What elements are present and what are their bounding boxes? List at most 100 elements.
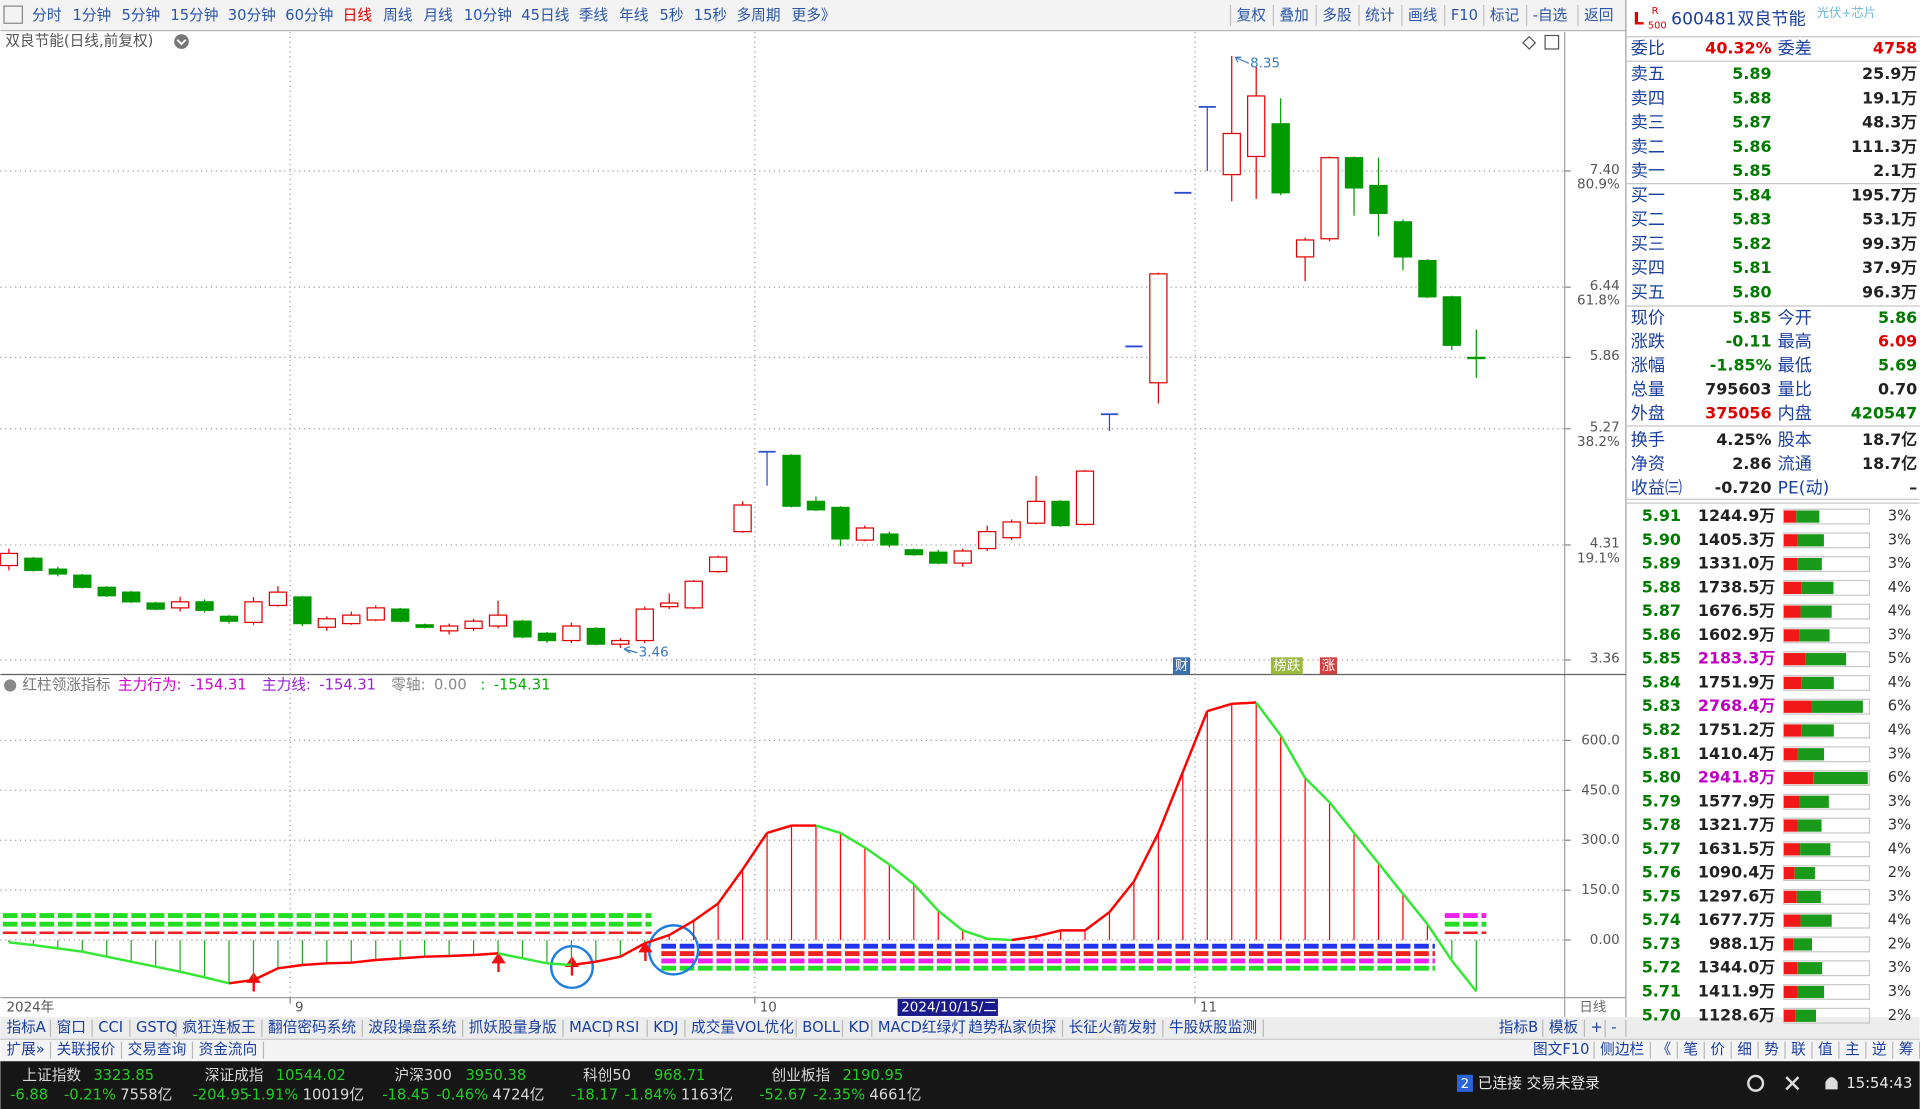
tab[interactable]: CCI: [98, 1019, 123, 1036]
tab[interactable]: 牛股妖股监测: [1169, 1019, 1257, 1036]
line-segment: [497, 952, 523, 960]
event-badge[interactable]: [1270, 657, 1303, 675]
tab[interactable]: +: [1590, 1019, 1602, 1036]
tab[interactable]: 侧边栏: [1600, 1041, 1644, 1058]
tab[interactable]: 扩展»: [6, 1041, 44, 1058]
status-icon[interactable]: [1785, 1076, 1800, 1091]
period-tab[interactable]: 季线: [579, 7, 609, 24]
tab[interactable]: 笔: [1683, 1041, 1698, 1058]
event-badge[interactable]: [1319, 657, 1338, 675]
tab[interactable]: 筹: [1899, 1041, 1914, 1058]
event-label[interactable]: 榜跌: [1273, 657, 1300, 674]
tool-button[interactable]: 复权: [1237, 6, 1267, 24]
pane-icon[interactable]: [1522, 35, 1537, 50]
tab[interactable]: RSI: [615, 1019, 639, 1036]
tab[interactable]: 指标A: [6, 1019, 45, 1036]
status-icon[interactable]: [1825, 1077, 1838, 1090]
tool-button[interactable]: 返回: [1584, 7, 1613, 24]
index-name[interactable]: 沪深300: [394, 1067, 451, 1084]
title-menu-icon[interactable]: [174, 34, 189, 49]
event-badge[interactable]: [1172, 657, 1191, 675]
tool-button[interactable]: 统计: [1365, 7, 1395, 24]
pane-icon[interactable]: [1544, 34, 1560, 50]
tab[interactable]: 图文F10: [1533, 1041, 1589, 1058]
period-tab[interactable]: 1分钟: [73, 7, 112, 24]
tab[interactable]: 价: [1710, 1041, 1725, 1058]
tab[interactable]: 势: [1764, 1041, 1779, 1058]
tab[interactable]: GSTQ: [136, 1019, 177, 1036]
candle-body: [268, 591, 288, 607]
period-tab[interactable]: 多周期: [736, 7, 780, 24]
tab[interactable]: 长征火箭发射: [1069, 1018, 1157, 1036]
tab[interactable]: 波段操盘系统: [368, 1018, 456, 1036]
period-tab[interactable]: 更多》: [792, 7, 836, 24]
tab[interactable]: MACD红绿灯: [878, 1019, 966, 1036]
stat-value: 375056: [1705, 404, 1771, 423]
tab[interactable]: 模板: [1549, 1018, 1579, 1036]
tab[interactable]: KD: [849, 1019, 870, 1036]
tab[interactable]: 趋势私家侦探: [968, 1019, 1056, 1036]
period-tab[interactable]: 年线: [619, 7, 649, 24]
dist-price: 5.75: [1642, 886, 1681, 905]
tool-button[interactable]: -自选: [1533, 7, 1568, 24]
period-tab[interactable]: 周线: [383, 7, 413, 24]
tab[interactable]: 交易查询: [128, 1040, 187, 1058]
tab[interactable]: MACD: [569, 1019, 613, 1036]
candle-body: [1467, 356, 1486, 360]
period-tab[interactable]: 15分钟: [170, 7, 218, 24]
period-tab[interactable]: 5秒: [660, 7, 684, 24]
tab[interactable]: -: [1611, 1019, 1616, 1036]
tab[interactable]: 窗口: [57, 1018, 86, 1036]
period-tab[interactable]: 30分钟: [228, 7, 276, 24]
period-tab[interactable]: 月线: [423, 7, 453, 24]
period-tab[interactable]: 60分钟: [285, 7, 333, 24]
period-tab[interactable]: 5分钟: [121, 7, 160, 24]
candle-body: [1442, 296, 1462, 346]
tool-button[interactable]: 叠加: [1279, 7, 1308, 24]
tab[interactable]: BOLL: [802, 1019, 841, 1036]
candle-body: [635, 608, 654, 642]
index-name[interactable]: 创业板指: [771, 1066, 830, 1084]
tab[interactable]: 细: [1737, 1041, 1752, 1058]
ratio-label: 61.8%: [1577, 294, 1620, 309]
tool-button[interactable]: 画线: [1408, 7, 1438, 24]
index-name[interactable]: 深证成指: [205, 1067, 264, 1084]
tool-button[interactable]: F10: [1451, 7, 1478, 24]
status-icon[interactable]: [1747, 1074, 1765, 1092]
tab[interactable]: 值: [1818, 1041, 1833, 1058]
tab[interactable]: 逆: [1872, 1041, 1887, 1058]
index-name[interactable]: 科创50: [583, 1067, 631, 1084]
tab[interactable]: 《: [1656, 1041, 1671, 1058]
dist-price: 5.76: [1642, 863, 1681, 882]
connection-status[interactable]: 已连接 交易未登录: [1478, 1074, 1600, 1092]
tool-button[interactable]: 多股: [1322, 7, 1352, 24]
dist-pct: 3%: [1888, 888, 1911, 905]
tab[interactable]: 成交量VOL优化: [691, 1018, 794, 1036]
event-label[interactable]: 财: [1175, 658, 1188, 674]
period-tab[interactable]: 45日线: [521, 7, 569, 24]
tab[interactable]: 翻倍密码系统: [268, 1019, 356, 1036]
tab[interactable]: KDJ: [653, 1019, 678, 1036]
book-volume: 111.3万: [1851, 137, 1917, 156]
tab[interactable]: 抓妖股量身版: [469, 1019, 557, 1036]
line-segment: [1353, 832, 1380, 864]
period-tab[interactable]: 10分钟: [464, 7, 512, 24]
tab[interactable]: 疯狂连板王: [182, 1018, 255, 1036]
line-segment: [228, 978, 254, 985]
tab[interactable]: 资金流向: [199, 1041, 258, 1058]
event-label[interactable]: 涨: [1322, 658, 1336, 674]
tool-button[interactable]: 标记: [1490, 7, 1520, 24]
period-tab[interactable]: 分时: [32, 7, 62, 24]
candle-body: [880, 533, 899, 546]
toolbar-icon[interactable]: [3, 5, 23, 24]
indicator-menu-icon[interactable]: [4, 679, 17, 692]
badge[interactable]: 2: [1461, 1077, 1470, 1092]
tab[interactable]: 指标B: [1499, 1019, 1538, 1036]
tab[interactable]: 主: [1845, 1041, 1860, 1058]
book-label: 买四: [1631, 259, 1665, 279]
tab[interactable]: 关联报价: [57, 1041, 116, 1058]
index-name[interactable]: 上证指数: [22, 1067, 81, 1084]
tab[interactable]: 联: [1791, 1041, 1806, 1058]
period-tab[interactable]: 15秒: [694, 7, 728, 24]
period-tab[interactable]: 日线: [343, 7, 373, 24]
